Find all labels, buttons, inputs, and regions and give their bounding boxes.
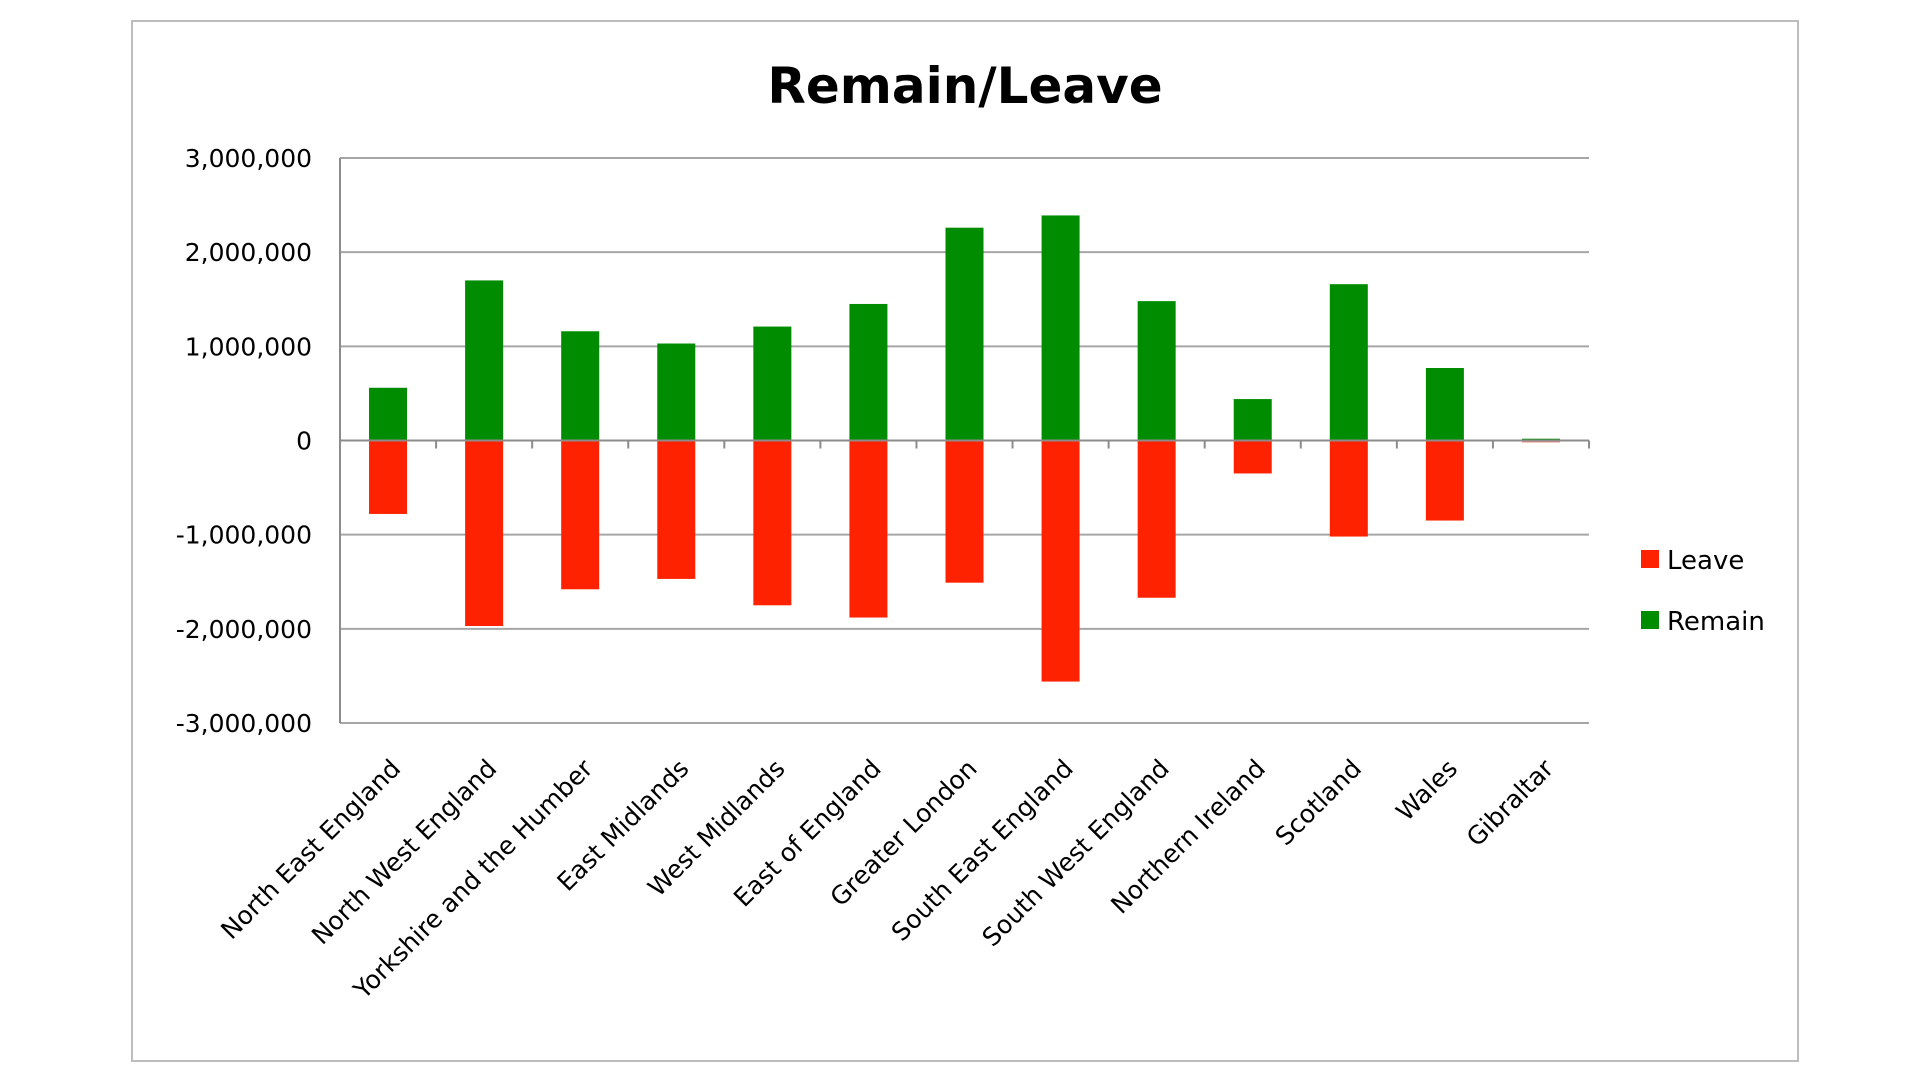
bar-remain: [945, 227, 984, 441]
bar-remain: [1233, 399, 1272, 441]
y-tick-labels: 3,000,000 2,000,000 1,000,000 0 -1,000,000 -2…: [176, 144, 312, 738]
bar-leave: [1041, 440, 1080, 682]
legend-swatch-leave: [1641, 550, 1659, 568]
x-category-label: Scotland: [1270, 754, 1367, 851]
legend-label-leave: Leave: [1667, 546, 1744, 576]
bar-leave: [1425, 440, 1464, 521]
legend-swatch-remain: [1641, 611, 1659, 629]
bar-remain: [1041, 215, 1080, 441]
bar-remain: [1425, 367, 1464, 441]
bar-leave: [657, 440, 696, 579]
gridlines: [340, 157, 1589, 724]
bar-leave: [369, 440, 408, 514]
bars: [369, 215, 1560, 682]
bar-remain: [657, 343, 696, 441]
y-tick-label: 0: [296, 427, 312, 456]
y-tick-label: 3,000,000: [185, 144, 312, 173]
bar-remain: [369, 387, 408, 441]
bar-leave: [753, 440, 792, 606]
bar-remain: [753, 326, 792, 441]
x-category-label: South East England: [886, 754, 1079, 947]
x-category-label: Gibraltar: [1461, 753, 1560, 852]
bar-remain: [1137, 301, 1176, 441]
chart-title: Remain/Leave: [767, 57, 1162, 115]
legend: Leave Remain: [1641, 546, 1765, 637]
bar-leave: [1233, 440, 1272, 474]
bar-remain: [465, 280, 504, 441]
y-tick-label: -1,000,000: [176, 521, 312, 550]
legend-label-remain: Remain: [1667, 607, 1765, 637]
x-category-label: North East England: [215, 754, 406, 945]
bar-leave: [849, 440, 888, 618]
bar-leave: [561, 440, 600, 590]
bar-remain: [561, 331, 600, 441]
x-category-label: South West England: [977, 754, 1175, 952]
x-category-label: Wales: [1390, 754, 1463, 827]
y-tick-label: 1,000,000: [185, 332, 312, 361]
x-category-label: North West England: [306, 754, 502, 950]
bar-remain: [849, 303, 888, 441]
bar-leave: [465, 440, 504, 627]
bar-leave: [1137, 440, 1176, 598]
y-tick-label: 2,000,000: [185, 238, 312, 267]
bar-leave: [1329, 440, 1368, 537]
axes: [339, 158, 1590, 723]
y-tick-label: -2,000,000: [176, 615, 312, 644]
bar-leave: [945, 440, 984, 583]
bar-remain: [1329, 284, 1368, 441]
y-tick-label: -3,000,000: [176, 709, 312, 738]
